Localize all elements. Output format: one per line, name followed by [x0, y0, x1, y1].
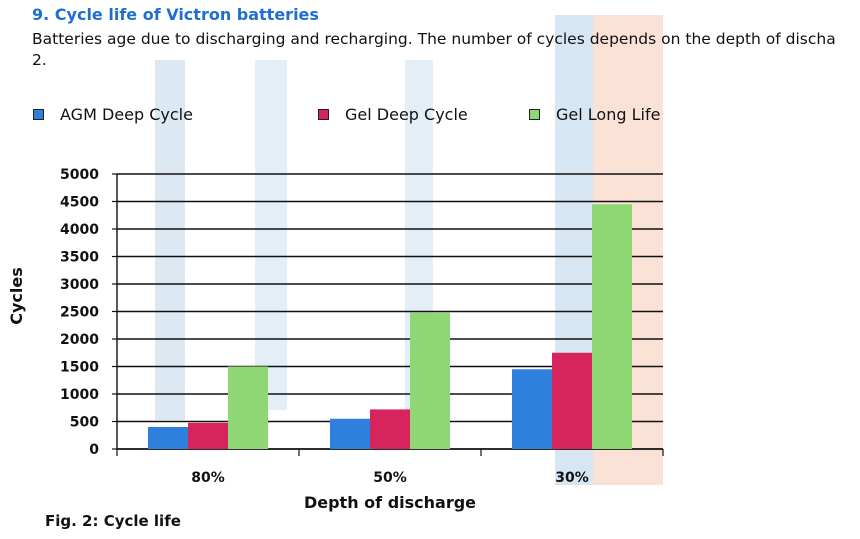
bar-agm — [330, 418, 370, 449]
y-tick-label: 1500 — [60, 360, 99, 376]
bar-agm — [512, 369, 552, 449]
legend-item-gel-long: Gel Long Life — [529, 105, 660, 124]
background-strip — [255, 60, 287, 410]
intro-line: Batteries age due to discharging and rec… — [32, 30, 836, 48]
bar-gel-deep — [188, 422, 228, 449]
legend-item-gel-deep: Gel Deep Cycle — [318, 105, 468, 124]
y-tick-label: 3500 — [60, 250, 99, 266]
y-tick-label: 4500 — [60, 195, 99, 211]
legend-label-gel-long: Gel Long Life — [556, 105, 661, 124]
y-tick-label: 5000 — [60, 167, 99, 183]
bar-gel-deep — [552, 352, 592, 449]
y-axis-title: Cycles — [7, 267, 26, 325]
section-heading: 9. Cycle life of Victron batteries — [32, 5, 319, 24]
intro-paragraph: Batteries age due to discharging and rec… — [32, 29, 860, 71]
x-tick-label: 50% — [373, 470, 407, 486]
y-tick-label: 3000 — [60, 277, 99, 293]
x-tick-label: 80% — [191, 470, 225, 486]
background-strip — [155, 60, 185, 420]
legend-label-agm: AGM Deep Cycle — [60, 105, 193, 124]
legend-swatch-agm — [33, 109, 44, 120]
x-tick-label: 30% — [555, 470, 589, 486]
legend-item-agm: AGM Deep Cycle — [33, 105, 193, 124]
legend-swatch-gel-deep — [318, 109, 329, 120]
y-tick-label: 2000 — [60, 332, 99, 348]
y-tick-label: 0 — [89, 442, 99, 458]
y-tick-label: 500 — [70, 415, 99, 431]
y-tick-label: 4000 — [60, 222, 99, 238]
bar-gel-long — [592, 204, 632, 449]
bar-gel-deep — [370, 409, 410, 449]
legend-label-gel-deep: Gel Deep Cycle — [345, 105, 468, 124]
intro-line: 2. — [32, 51, 47, 69]
figure-caption: Fig. 2: Cycle life — [45, 512, 181, 530]
legend-swatch-gel-long — [529, 109, 540, 120]
y-tick-label: 2500 — [60, 305, 99, 321]
bar-gel-long — [228, 366, 268, 449]
x-axis-title: Depth of discharge — [304, 493, 476, 512]
bar-agm — [148, 427, 188, 449]
y-tick-label: 1000 — [60, 387, 99, 403]
bar-gel-long — [410, 312, 450, 449]
